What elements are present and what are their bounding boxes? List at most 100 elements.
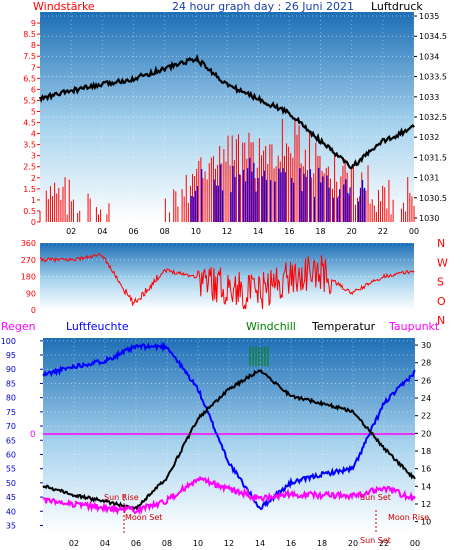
bottom-x-tick-label: 20 xyxy=(348,539,358,548)
top-x-tick-label: 08 xyxy=(160,227,170,236)
wind-tick-label: 6 xyxy=(31,85,36,94)
temperature-tick-label: 20 xyxy=(421,429,431,438)
humidity-tick-label: 80 xyxy=(6,394,16,403)
moonset-annotation: Moon Set xyxy=(125,513,162,522)
bottom-x-tick-label: 06 xyxy=(131,539,141,548)
temperature-tick-label: 18 xyxy=(421,447,431,456)
windchill-marks xyxy=(249,346,269,367)
temperature-tick-label: 30 xyxy=(421,341,431,350)
temperature-humidity-panel xyxy=(43,338,415,534)
pressure-axis-label: Luftdruck xyxy=(371,0,423,13)
humidity-line xyxy=(42,341,416,511)
wind-tick-label: 1.5 xyxy=(23,185,36,194)
dewpoint-label: Taupunkt xyxy=(388,320,440,333)
top-x-tick-label: 04 xyxy=(97,227,107,236)
top-x-tick-label: 20 xyxy=(347,227,357,236)
wind-tick-label: 0 xyxy=(31,218,36,227)
pressure-tick-label: 1030.5 xyxy=(419,194,447,203)
bottom-x-tick-label: 00 xyxy=(410,539,420,548)
humidity-tick-label: 45 xyxy=(6,493,16,502)
wind-tick-label: 2.5 xyxy=(23,163,36,172)
wind-tick-label: 9 xyxy=(31,19,36,28)
compass-letter: N xyxy=(437,237,445,250)
moonrise-annotation: Moon Rise xyxy=(388,513,429,522)
direction-tick-label: 360 xyxy=(21,239,36,248)
humidity-tick-label: 55 xyxy=(6,465,16,474)
bottom-x-tick-label: 18 xyxy=(317,539,327,548)
sunset-time-annotation: Sun Set xyxy=(360,536,391,545)
top-x-tick-label: 14 xyxy=(253,227,263,236)
wind-tick-label: 5.5 xyxy=(23,96,36,105)
temperature-line xyxy=(42,369,416,512)
pressure-tick-label: 1033 xyxy=(419,93,439,102)
humidity-tick-label: 65 xyxy=(6,436,16,445)
compass-letter: S xyxy=(437,276,444,289)
rain-tick-label: 0 xyxy=(30,430,36,440)
top-x-tick-label: 06 xyxy=(128,227,138,236)
compass-letter: N xyxy=(437,314,445,327)
pressure-tick-label: 1033.5 xyxy=(419,73,447,82)
direction-tick-label: 270 xyxy=(21,256,36,265)
humidity-tick-label: 35 xyxy=(6,521,16,530)
direction-tick-label: 180 xyxy=(21,273,36,282)
wind-tick-label: 6.5 xyxy=(23,74,36,83)
humidity-tick-label: 90 xyxy=(6,365,16,374)
direction-tick-label: 90 xyxy=(26,289,36,298)
top-x-tick-label: 16 xyxy=(284,227,294,236)
humidity-tick-label: 70 xyxy=(6,422,16,431)
wind-tick-label: 0.5 xyxy=(23,207,36,216)
temperature-label: Temperatur xyxy=(311,320,376,333)
bottom-x-tick-label: 04 xyxy=(100,539,110,548)
windchill-label: Windchill xyxy=(246,320,296,333)
temperature-tick-label: 10 xyxy=(421,518,431,527)
temperature-tick-label: 16 xyxy=(421,465,431,474)
top-x-tick-label: 00 xyxy=(409,227,419,236)
sunset-annotation: Sun Set xyxy=(360,493,391,502)
wind-tick-label: 7 xyxy=(31,63,36,72)
wind-tick-label: 5 xyxy=(31,107,36,116)
graph-title: 24 hour graph day : 26 Juni 2021 xyxy=(172,0,354,13)
pressure-tick-label: 1032 xyxy=(419,133,439,142)
wind-tick-label: 7.5 xyxy=(23,52,36,61)
humidity-tick-label: 100 xyxy=(1,337,16,346)
temperature-tick-label: 14 xyxy=(421,482,431,491)
humidity-tick-label: 50 xyxy=(6,479,16,488)
dewpoint-line xyxy=(42,475,416,516)
top-x-tick-label: 18 xyxy=(315,227,325,236)
pressure-tick-label: 1034.5 xyxy=(419,32,447,41)
wind-tick-label: 4 xyxy=(31,130,36,139)
temperature-tick-label: 12 xyxy=(421,500,431,509)
bottom-x-tick-label: 08 xyxy=(162,539,172,548)
wind-tick-label: 4.5 xyxy=(23,119,36,128)
wind-tick-label: 2 xyxy=(31,174,36,183)
pressure-tick-label: 1030 xyxy=(419,214,439,223)
pressure-tick-label: 1035 xyxy=(419,12,439,21)
temperature-tick-label: 24 xyxy=(421,394,431,403)
top-x-tick-label: 12 xyxy=(222,227,232,236)
humidity-tick-label: 60 xyxy=(6,450,16,459)
pressure-tick-label: 1034 xyxy=(419,52,439,61)
top-x-tick-label: 22 xyxy=(378,227,388,236)
wind-tick-label: 3 xyxy=(31,152,36,161)
pressure-tick-label: 1031 xyxy=(419,174,439,183)
wind-tick-label: 3.5 xyxy=(23,141,36,150)
rain-label: Regen xyxy=(1,320,36,333)
bottom-x-tick-label: 22 xyxy=(379,539,389,548)
pressure-tick-label: 1032.5 xyxy=(419,113,447,122)
wind-tick-label: 8.5 xyxy=(23,30,36,39)
humidity-label: Luftfeuchte xyxy=(66,320,129,333)
humidity-tick-label: 40 xyxy=(6,507,16,516)
pressure-tick-label: 1031.5 xyxy=(419,153,447,162)
sunrise-annotation: Sun Rise xyxy=(104,493,139,502)
top-x-tick-label: 10 xyxy=(191,227,201,236)
compass-letter: W xyxy=(437,256,448,269)
humidity-tick-label: 95 xyxy=(6,351,16,360)
humidity-tick-label: 85 xyxy=(6,379,16,388)
temperature-tick-label: 26 xyxy=(421,376,431,385)
temperature-tick-label: 28 xyxy=(421,359,431,368)
compass-letter: O xyxy=(437,295,446,308)
bottom-x-tick-label: 12 xyxy=(224,539,234,548)
wind-axis-label: Windstärke xyxy=(33,0,95,13)
bottom-x-tick-label: 02 xyxy=(69,539,79,548)
